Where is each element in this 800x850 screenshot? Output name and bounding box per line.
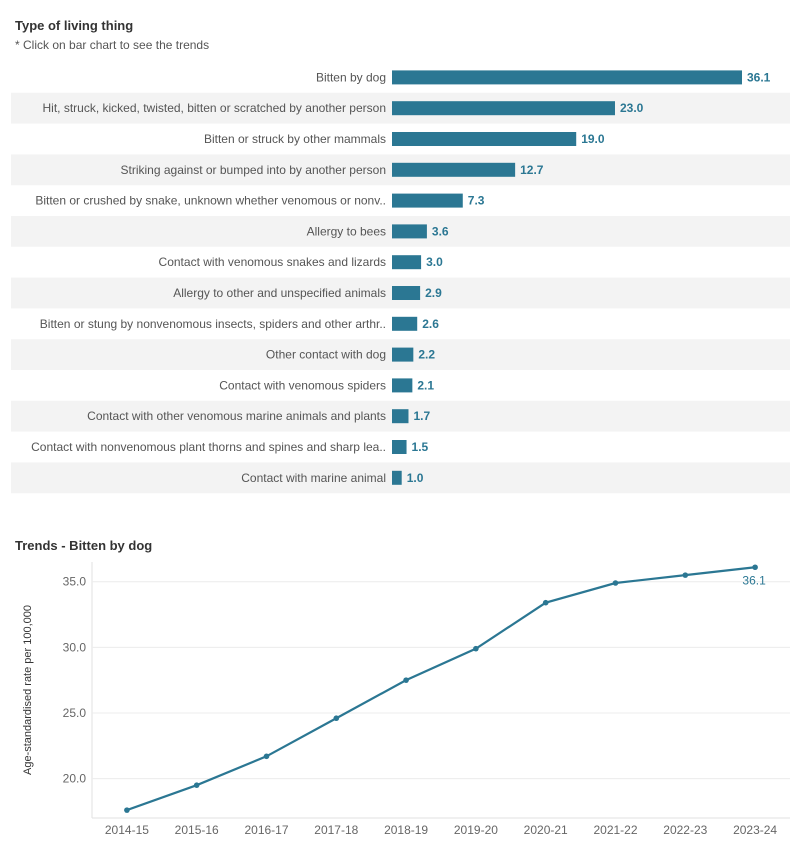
bar[interactable] (392, 70, 742, 85)
value-label: 3.0 (426, 255, 443, 269)
value-label: 36.1 (747, 70, 771, 84)
data-point (473, 645, 479, 652)
y-tick-label: 25.0 (63, 706, 87, 720)
x-tick-label: 2019-20 (454, 823, 498, 837)
category-label: Bitten or struck by other mammals (204, 132, 386, 146)
bar[interactable] (392, 286, 421, 300)
bar[interactable] (392, 101, 615, 116)
data-point (403, 677, 409, 683)
category-label: Allergy to other and unspecified animals (173, 286, 386, 300)
end-value-label: 36.1 (742, 573, 766, 587)
value-label: 2.9 (425, 286, 442, 300)
x-tick-label: 2018-19 (384, 823, 428, 837)
data-point (612, 580, 619, 586)
data-point (542, 599, 549, 606)
bar[interactable] (392, 409, 409, 424)
bar[interactable] (392, 132, 577, 146)
value-label: 2.6 (422, 317, 439, 331)
x-tick-label: 2015-16 (175, 823, 219, 837)
data-point (263, 753, 270, 760)
category-label: Contact with venomous spiders (219, 378, 386, 392)
bar[interactable] (392, 347, 414, 362)
bar[interactable] (392, 255, 422, 270)
bar-chart-title: Type of living thing (15, 18, 134, 33)
x-tick-label: 2022-23 (663, 823, 707, 837)
bar[interactable] (392, 224, 427, 239)
value-label: 12.7 (520, 163, 544, 177)
value-label: 1.5 (412, 440, 429, 454)
category-label: Other contact with dog (266, 348, 386, 362)
x-tick-label: 2021-22 (593, 823, 637, 837)
category-label: Contact with nonvenomous plant thorns an… (31, 440, 386, 454)
y-tick-label: 30.0 (63, 640, 87, 654)
bar[interactable] (392, 440, 407, 454)
category-label: Contact with other venomous marine anima… (87, 409, 386, 423)
bar[interactable] (392, 316, 418, 331)
category-label: Allergy to bees (307, 224, 386, 238)
x-tick-label: 2017-18 (314, 823, 358, 837)
y-tick-label: 20.0 (63, 772, 87, 786)
category-label: Contact with venomous snakes and lizards (159, 255, 386, 269)
category-label: Hit, struck, kicked, twisted, bitten or … (43, 101, 387, 115)
bar-chart[interactable]: Bitten by dog 36.1 Hit, struck, kicked, tw… (0, 0, 800, 500)
value-label: 2.1 (417, 378, 434, 392)
x-tick-label: 2023-24 (733, 823, 777, 837)
y-tick-label: 35.0 (63, 575, 87, 589)
value-label: 19.0 (581, 132, 605, 146)
data-point (333, 715, 340, 722)
line-chart-title: Trends - Bitten by dog (15, 538, 153, 553)
bar[interactable] (392, 193, 463, 208)
data-point (752, 564, 758, 571)
value-label: 2.2 (418, 348, 435, 362)
bar[interactable] (392, 162, 516, 177)
data-point (682, 572, 689, 578)
bar[interactable] (392, 378, 413, 393)
value-label: 1.7 (413, 409, 430, 423)
category-label: Striking against or bumped into by anoth… (121, 163, 387, 177)
y-axis-label: Age-standardised rate per 100,000 (22, 605, 34, 775)
bar-chart-subtitle: * Click on bar chart to see the trends (15, 38, 210, 52)
value-label: 3.6 (432, 224, 449, 238)
category-label: Bitten or crushed by snake, unknown whet… (35, 194, 386, 208)
data-point (124, 807, 130, 813)
series-line (126, 566, 756, 812)
x-tick-label: 2020-21 (524, 823, 568, 837)
value-label: 7.3 (468, 194, 485, 208)
value-label: 1.0 (407, 471, 424, 485)
data-point (193, 782, 200, 788)
bar[interactable] (392, 470, 402, 485)
x-tick-label: 2014-15 (105, 823, 149, 837)
x-tick-label: 2016-17 (244, 823, 288, 837)
category-label: Contact with marine animal (241, 471, 386, 485)
value-label: 23.0 (620, 101, 644, 115)
category-label: Bitten or stung by nonvenomous insects, … (40, 317, 386, 331)
category-label: Bitten by dog (316, 70, 386, 84)
